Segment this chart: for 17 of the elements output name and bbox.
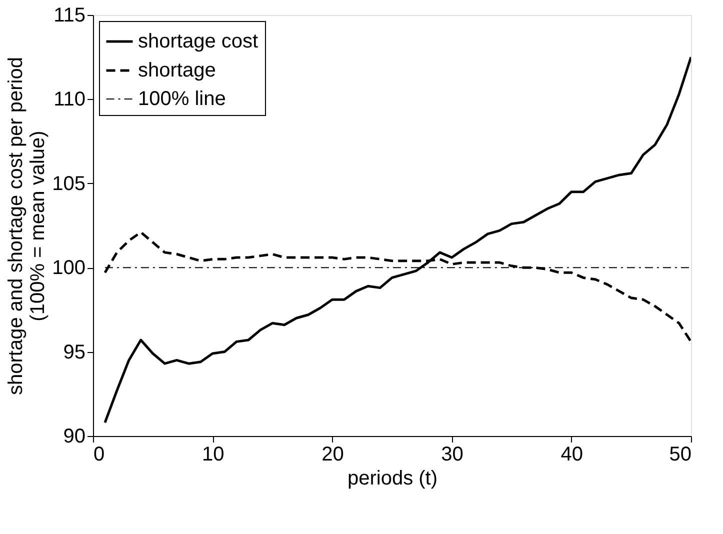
y-tick-label: 110 — [54, 88, 86, 111]
legend-label: shortage cost — [138, 30, 259, 52]
x-tick-label: 10 — [202, 444, 224, 466]
y-tick-label: 95 — [63, 341, 86, 364]
x-axis-title: periods (t) — [347, 468, 438, 490]
legend-label: shortage — [138, 60, 216, 82]
legend-label: 100% line — [138, 88, 226, 110]
x-tick-label: 0 — [94, 444, 105, 466]
y-tick-label: 105 — [52, 172, 86, 195]
y-tick-label: 90 — [63, 426, 86, 448]
y-tick-label: 100 — [52, 257, 86, 280]
x-tick-label: 40 — [560, 444, 584, 466]
y-tick-label: 115 — [54, 4, 86, 26]
x-tick-label: 20 — [322, 444, 344, 466]
x-tick-label: 30 — [441, 444, 464, 466]
x-tick-label: 50 — [669, 444, 692, 466]
y-axis-title: shortage and shortage cost per period (100% = mean value) — [5, 57, 50, 395]
